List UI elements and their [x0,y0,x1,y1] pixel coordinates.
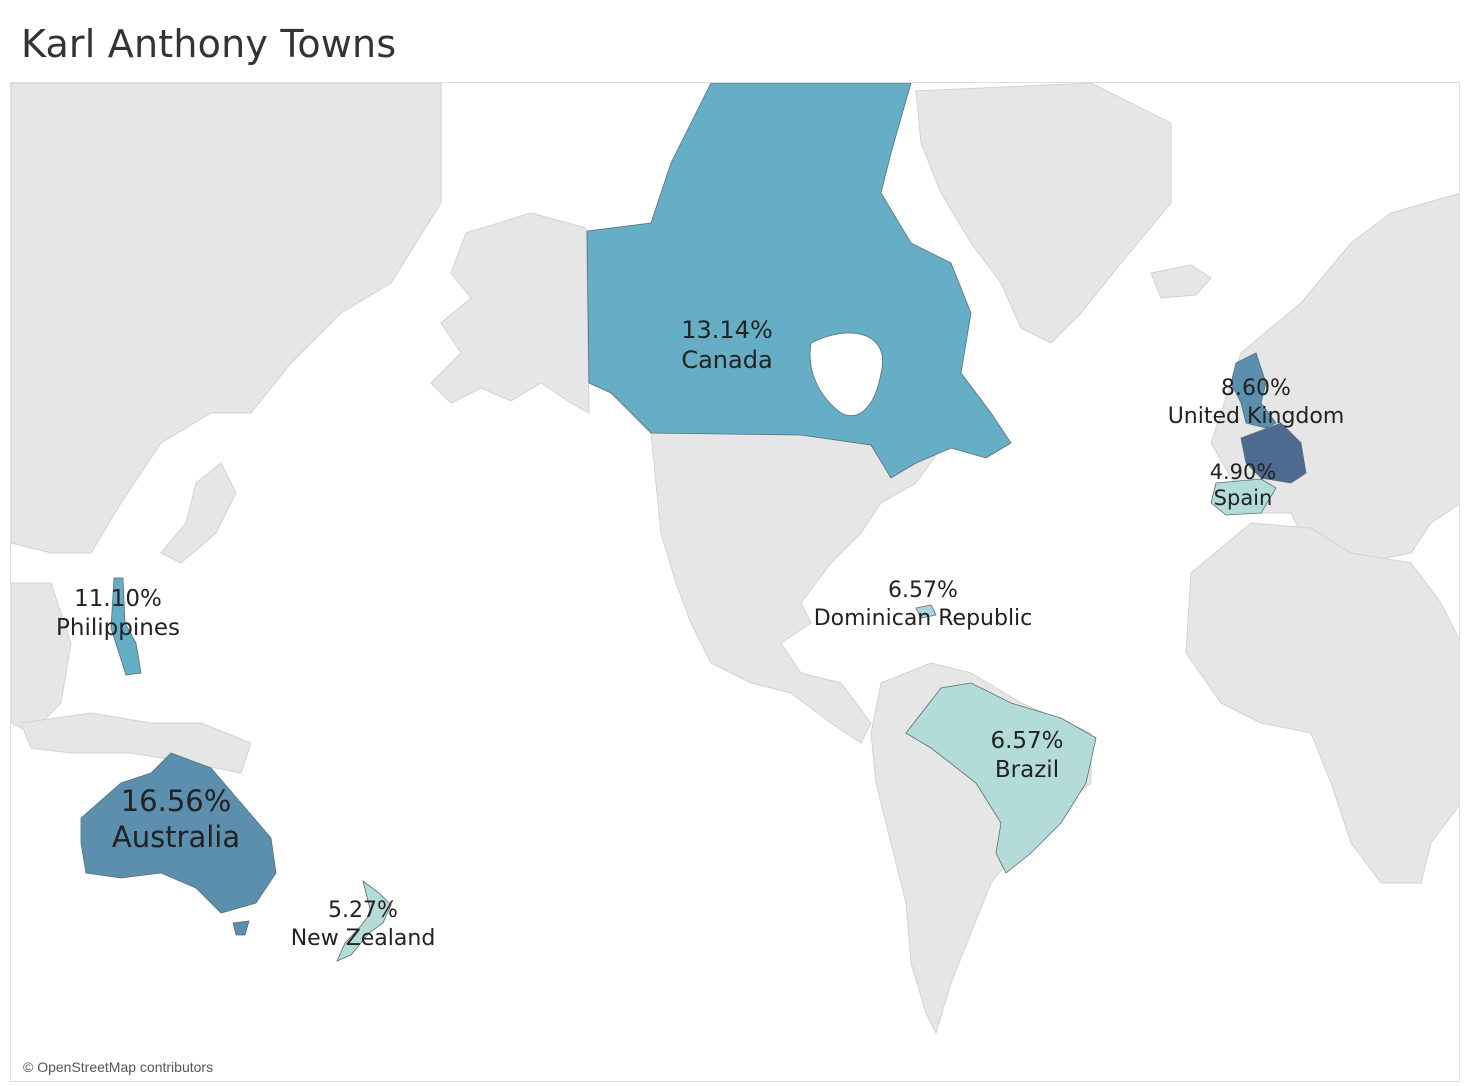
region-pct: 6.57% [888,578,958,603]
region-label-philippines: 11.10% Philippines [56,585,180,643]
country-france[interactable] [1240,422,1307,484]
country-united-kingdom[interactable] [1230,352,1277,429]
region-label-new-zealand: 5.27% New Zealand [291,897,436,952]
region-name: Philippines [56,614,180,641]
region-name: New Zealand [290,925,436,951]
map-canvas[interactable]: 13.14% Canada 8.60% United Kingdom 4.90%… [10,82,1460,1082]
region-label-australia: 16.56% Australia [112,783,240,856]
country-new-zealand[interactable] [336,880,392,962]
region-pct: 4.90% [1209,460,1277,484]
map-title: Karl Anthony Towns [21,22,397,66]
country-brazil[interactable] [905,682,1097,874]
world-map[interactable] [11,83,1460,1082]
country-australia[interactable] [80,752,277,914]
region-pct: 16.56% [120,784,232,818]
region-pct: 13.14% [681,316,773,344]
land-africa [1185,522,1459,884]
region-pct: 5.27% [328,898,398,923]
country-philippines[interactable] [110,577,142,676]
region-name: Brazil [994,756,1060,783]
region-label-brazil: 6.57% Brazil [990,727,1063,785]
region-pct: 8.60% [1221,376,1291,401]
country-spain[interactable] [1210,478,1277,516]
country-australia-tasmania[interactable] [232,920,250,936]
land-east-asia [11,83,442,554]
country-canada[interactable] [586,83,1012,479]
land-alaska [430,212,590,414]
land-greenland [915,83,1172,344]
region-pct: 6.57% [990,728,1064,754]
region-label-canada: 13.14% Canada [681,315,773,375]
region-name: Canada [681,346,773,374]
region-label-united-kingdom: 8.60% United Kingdom [1168,375,1345,430]
region-pct: 11.10% [74,586,162,612]
country-dominican-republic[interactable] [915,604,937,619]
map-attribution[interactable]: © OpenStreetMap contributors [23,1059,214,1075]
region-label-dominican-republic: 6.57% Dominican Republic [814,577,1033,632]
region-name: Spain [1213,486,1273,511]
region-name: Dominican Republic [813,605,1033,631]
region-name: United Kingdom [1167,403,1345,429]
region-label-spain: 4.90% Spain [1210,459,1277,512]
land-japan [160,462,237,564]
land-southeast-asia [11,582,72,734]
land-indonesia [20,712,252,774]
region-name: Australia [111,820,241,855]
land-iceland [1150,264,1212,299]
